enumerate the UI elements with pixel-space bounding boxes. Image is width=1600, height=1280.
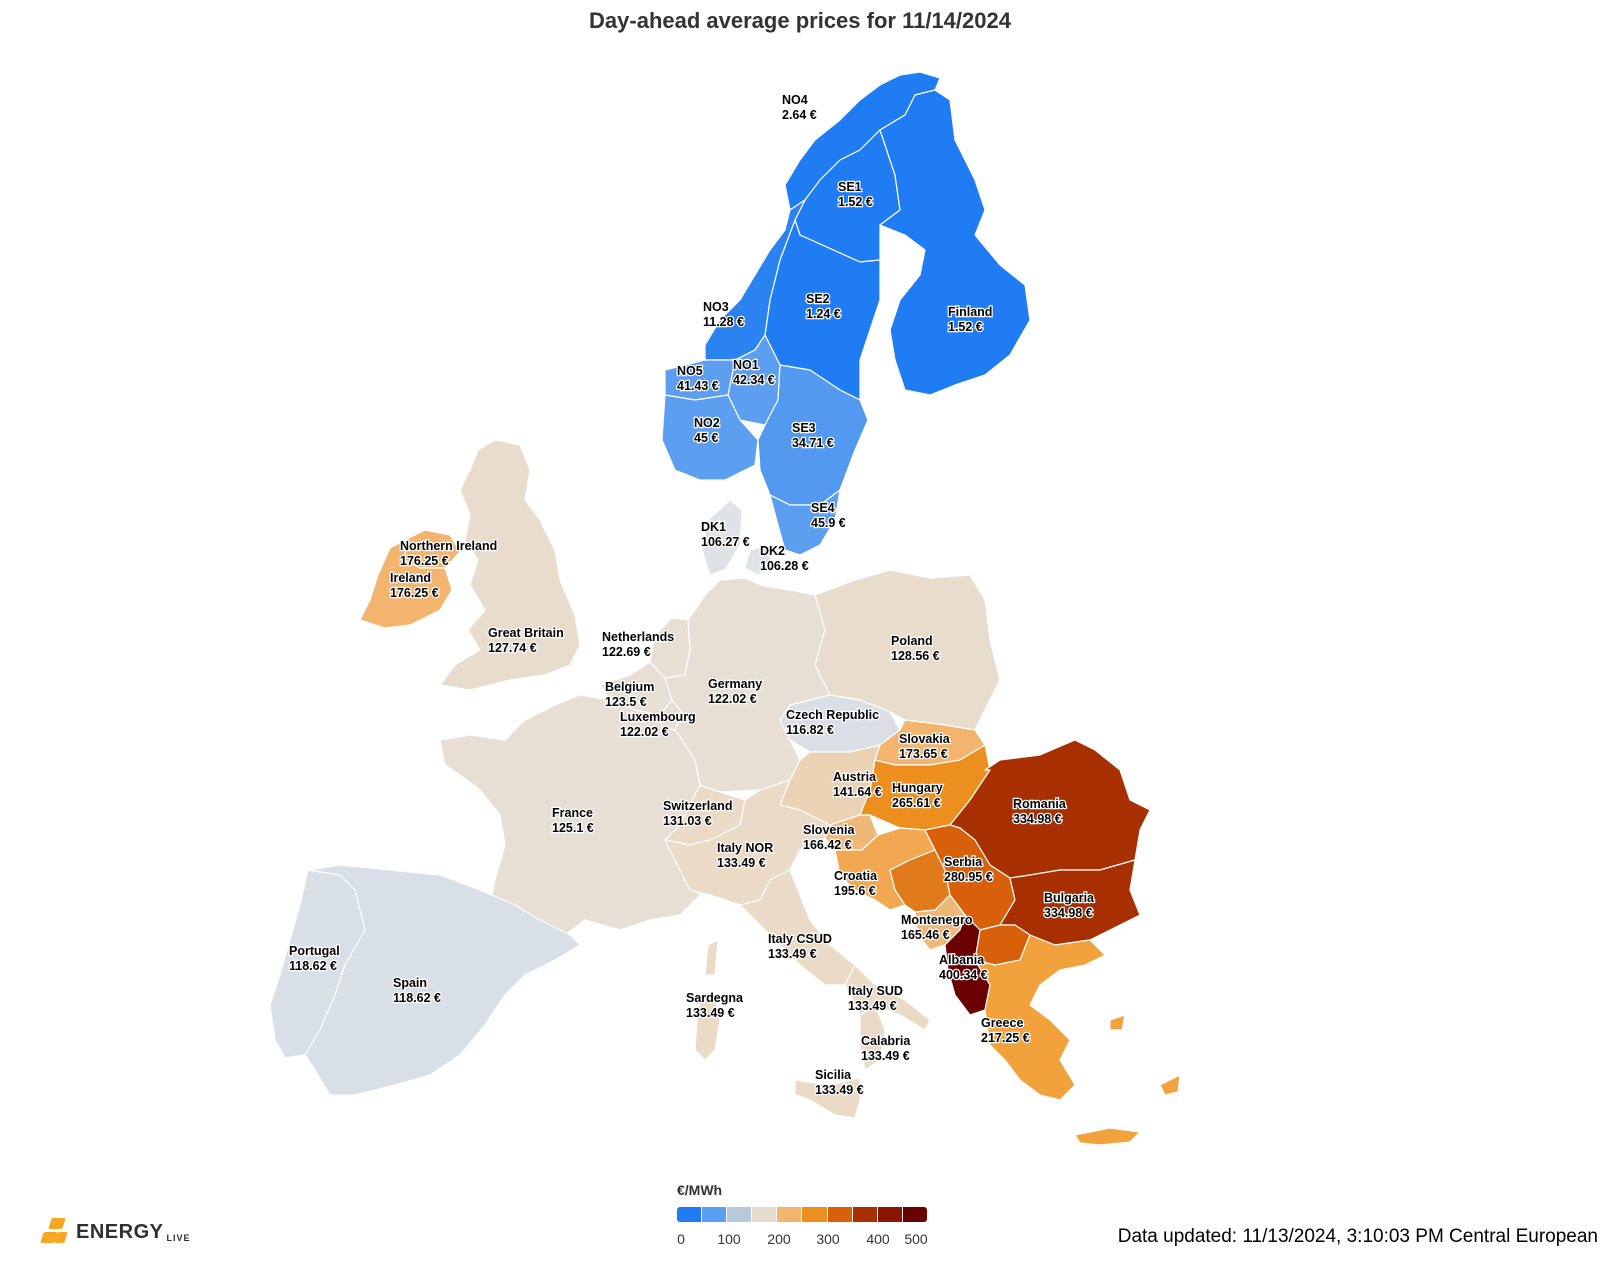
region-label: Italy SUD 133.49 € <box>848 984 903 1013</box>
legend-tick: 100 <box>717 1231 741 1247</box>
legend-color-swatch <box>727 1207 753 1222</box>
region-label: Greece 217.25 € <box>981 1016 1030 1045</box>
region-label: Bulgaria 334.98 € <box>1044 891 1095 920</box>
region-label: Austria 141.64 € <box>833 770 882 799</box>
region-label: Luxembourg 122.02 € <box>620 710 696 739</box>
region-italy-csud[interactable] <box>739 869 856 986</box>
region-label: Italy CSUD 133.49 € <box>768 932 832 961</box>
region-label: France 125.1 € <box>552 806 594 835</box>
legend-color-swatch <box>852 1207 878 1222</box>
region-label: Belgium 123.5 € <box>605 680 654 709</box>
chart-title: Day-ahead average prices for 11/14/2024 <box>589 8 1011 33</box>
region-finland[interactable] <box>879 89 1031 396</box>
region-label: Germany 122.02 € <box>708 677 762 706</box>
data-updated-text: Data updated: 11/13/2024, 3:10:03 PM Cen… <box>1117 1226 1598 1247</box>
map-labels: NO4 2.64 € SE1 1.52 € SE2 1.24 € Finland 1.52 €… <box>288 92 1096 1098</box>
legend-color-swatch <box>877 1207 903 1222</box>
region-label: SE3 34.71 € <box>792 421 834 450</box>
region-label: NO5 41.43 € <box>677 364 719 393</box>
region-label: Czech Republic 116.82 € <box>786 708 879 737</box>
legend-tick: 400 <box>866 1231 890 1247</box>
region-ireland[interactable] <box>359 539 453 629</box>
legend-color-swatch <box>677 1207 703 1222</box>
region-label: NO1 42.34 € <box>733 358 775 387</box>
region-label: Poland 128.56 € <box>891 634 940 663</box>
legend-tick: 200 <box>767 1231 791 1247</box>
legend-unit: €/MWh <box>677 1182 723 1198</box>
region-greece[interactable] <box>974 934 1181 1146</box>
region-label: SE4 45.9 € <box>811 501 846 530</box>
region-label: Sardegna 133.49 € <box>686 991 744 1020</box>
region-poland[interactable] <box>814 569 1001 731</box>
region-no2[interactable] <box>661 394 759 481</box>
region-label: NO4 2.64 € <box>782 93 817 122</box>
region-label: Montenegro 165.46 € <box>901 913 973 942</box>
region-dk2[interactable] <box>744 544 773 576</box>
region-label: Northern Ireland 176.25 € <box>400 539 497 568</box>
region-spain[interactable] <box>304 864 581 1096</box>
region-se4[interactable] <box>769 489 841 556</box>
region-label: Netherlands 122.69 € <box>602 630 674 659</box>
region-label: DK1 106.27 € <box>701 520 750 549</box>
region-label: Croatia 195.6 € <box>834 869 878 898</box>
region-label: Albania 400.34 € <box>939 953 988 982</box>
region-france[interactable] <box>439 694 701 936</box>
legend-color-swatch <box>752 1207 778 1222</box>
region-label: SE1 1.52 € <box>838 180 873 209</box>
region-italy-nor[interactable] <box>664 779 831 906</box>
legend-color-swatch <box>702 1207 728 1222</box>
region-label: Slovakia 173.65 € <box>899 732 951 761</box>
region-sicilia[interactable] <box>794 1077 861 1119</box>
region-label: Finland 1.52 € <box>948 305 992 334</box>
logo-suffix: LIVE <box>166 1233 191 1243</box>
europe-price-map <box>269 71 1181 1146</box>
legend-ticks: 0 100 200 300 400 500 <box>677 1231 937 1251</box>
region-label: Portugal 118.62 € <box>289 944 340 973</box>
region-label: DK2 106.28 € <box>760 544 809 573</box>
region-sardegna[interactable] <box>694 939 721 1061</box>
region-great-britain[interactable] <box>439 439 581 691</box>
logo-mark-icon <box>38 1218 70 1246</box>
region-label: Calabria 133.49 € <box>861 1034 911 1063</box>
region-label: Serbia 280.95 € <box>944 855 993 884</box>
region-label: Slovenia 166.42 € <box>803 823 855 852</box>
legend-color-swatch <box>802 1207 828 1222</box>
legend-tick: 300 <box>816 1231 840 1247</box>
logo-text: ENERGY <box>76 1220 164 1243</box>
energylive-logo[interactable]: ENERGY LIVE <box>38 1218 190 1246</box>
region-label: SE2 1.24 € <box>806 292 841 321</box>
region-label: NO2 45 € <box>694 416 720 445</box>
region-italy-sud[interactable] <box>844 964 931 1031</box>
region-label: Ireland 176.25 € <box>390 571 439 600</box>
legend-color-swatch <box>902 1207 927 1222</box>
legend-tick: 0 <box>677 1231 685 1247</box>
region-label: Great Britain 127.74 € <box>488 626 564 655</box>
region-calabria[interactable] <box>859 1004 886 1071</box>
legend-color-swatch <box>777 1207 803 1222</box>
region-label: Spain 118.62 € <box>393 976 441 1005</box>
region-label: Hungary 265.61 € <box>892 781 943 810</box>
legend-tick: 500 <box>904 1231 928 1247</box>
legend-color-bar <box>677 1207 927 1222</box>
legend-color-swatch <box>827 1207 853 1222</box>
region-label: Romania 334.98 € <box>1013 797 1067 826</box>
region-label: Sicilia 133.49 € <box>815 1068 864 1097</box>
region-dk1[interactable] <box>701 499 743 576</box>
region-label: NO3 11.28 € <box>703 300 744 329</box>
region-label: Switzerland 131.03 € <box>663 799 732 828</box>
region-label: Italy NOR 133.49 € <box>717 841 773 870</box>
